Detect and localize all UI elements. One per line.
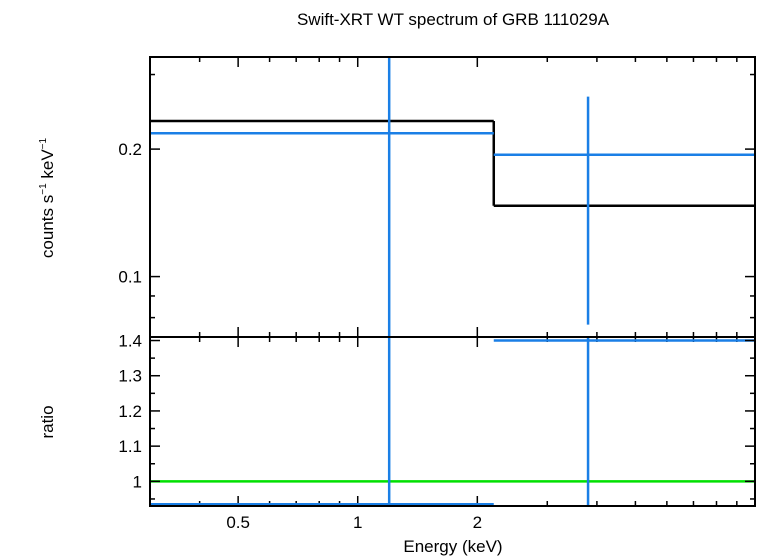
- ratio-panel: 1 1.1 1.2 1.3 1.4 0.5 1 2: [118, 332, 756, 532]
- chart-title: Swift-XRT WT spectrum of GRB 111029A: [297, 10, 610, 29]
- spectrum-ytick-label-1: 0.2: [118, 140, 142, 159]
- y-axis-label-spectrum: counts s−1 keV−1: [38, 137, 57, 258]
- ratio-ytick-label-0: 1: [133, 472, 142, 491]
- ratio-ytick-label-1: 1.1: [118, 437, 142, 456]
- x-axis-label: Energy (keV): [403, 537, 502, 556]
- spectrum-frame: [149, 56, 756, 338]
- ratio-ytick-label-4: 1.4: [118, 332, 142, 351]
- ratio-xtick-label-1: 1: [353, 513, 362, 532]
- ratio-frame: [149, 336, 756, 507]
- ratio-xtick-label-2: 2: [473, 513, 482, 532]
- spectrum-panel: 0.1 0.2: [118, 56, 756, 338]
- y-axis-label-ratio: ratio: [38, 405, 57, 438]
- ratio-xtick-label-0: 0.5: [226, 513, 250, 532]
- ratio-ytick-label-2: 1.2: [118, 402, 142, 421]
- ratio-ytick-label-3: 1.3: [118, 367, 142, 386]
- spectrum-ytick-label-0: 0.1: [118, 268, 142, 287]
